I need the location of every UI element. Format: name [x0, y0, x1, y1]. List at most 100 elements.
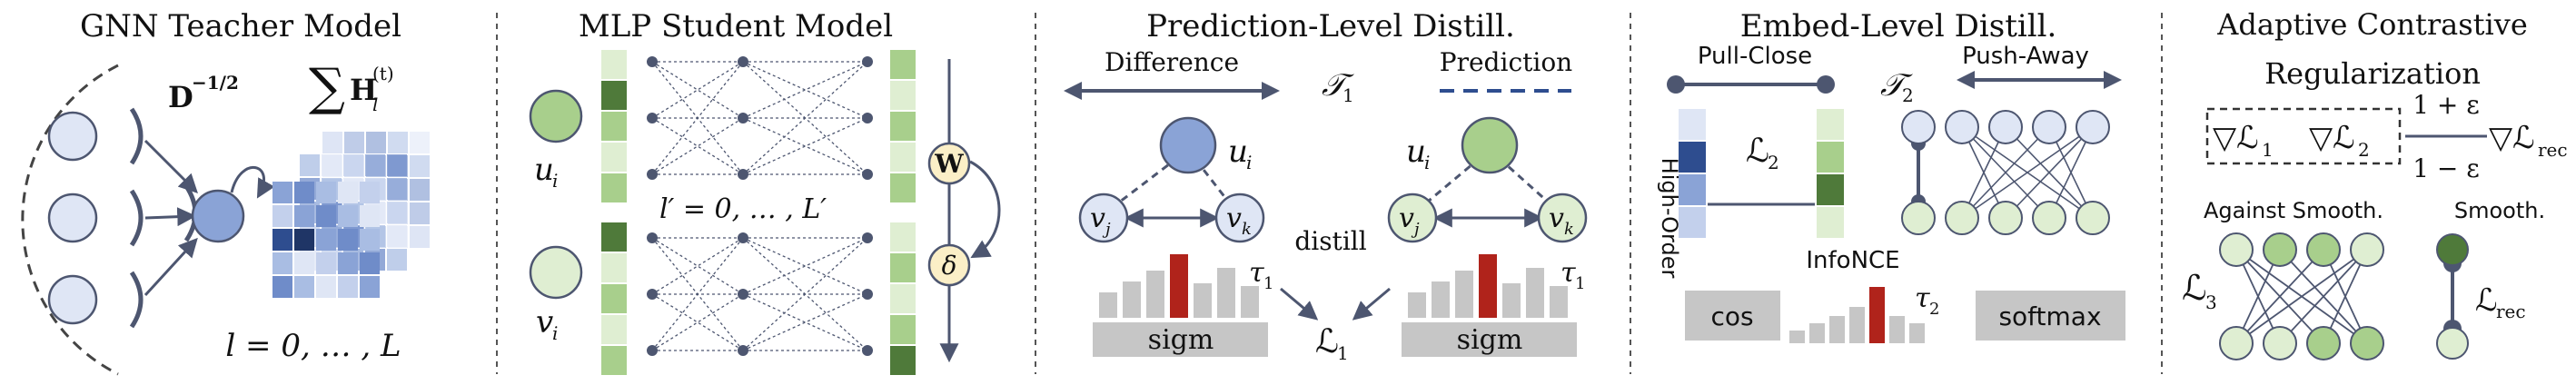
mlp-neuron: [862, 113, 873, 123]
anti-smooth-top-node: [2306, 232, 2341, 267]
mlp-title: MLP Student Model: [579, 8, 893, 44]
mlp-connection: [742, 293, 868, 351]
teacher-u-label: u: [1228, 133, 1248, 170]
infonce-bar: [1869, 287, 1885, 343]
matrix-cell: [322, 132, 342, 153]
mlp-connection: [742, 237, 868, 295]
mlp-connection: [742, 237, 868, 351]
output-vector-v-cell: [890, 346, 916, 375]
teacher-embed-cell: [1679, 174, 1706, 205]
mlp-feature-vectors: [601, 50, 916, 375]
output-vector-v-cell: [890, 253, 916, 282]
anti-smooth-edge: [2235, 249, 2324, 344]
student-node-vj: [1387, 192, 1438, 243]
lrec-sub: rec: [2496, 301, 2526, 322]
softmax-box: [1976, 291, 2125, 341]
mlp-connection: [742, 61, 868, 175]
embed-tau-small-sub: 2: [1929, 300, 1939, 319]
mlp-neuron: [647, 289, 658, 300]
lrec-symbol: ℒ: [2475, 282, 2498, 319]
embed-tau-small: τ: [1915, 282, 1930, 314]
teacher-node-u: [1159, 116, 1217, 174]
hidden-h-sup: (t): [372, 63, 394, 84]
prediction-bar: [1099, 292, 1117, 318]
matrix-cell: [338, 182, 358, 203]
distill-arrow-right: [1352, 287, 1391, 321]
delta-node: [927, 243, 971, 287]
panel-adaptive-regularization: Adaptive Contrastive Regularization ▽ℒ 1…: [2182, 7, 2568, 360]
hidden-h: H: [350, 73, 377, 107]
hidden-h-sub: l: [372, 94, 378, 115]
adaptive-title-2: Regularization: [2264, 56, 2481, 91]
student-u-label: u: [1406, 133, 1426, 170]
panel-prediction-distill: Prediction-Level Distill. Difference 𝒯 1…: [1064, 8, 1588, 364]
teacher-tau-small: τ: [1249, 257, 1264, 289]
mlp-connection: [651, 237, 744, 351]
grad-l2: ▽ℒ: [2309, 120, 2355, 156]
prediction-bar: [1502, 283, 1521, 318]
teacher-embed-cell: [1679, 207, 1706, 238]
embed-vectors: [1679, 109, 1844, 238]
matrix-cell: [410, 226, 430, 248]
output-vector-v-cell: [890, 284, 916, 313]
teacher-graph-node: [2076, 110, 2110, 144]
gradient-box: [2205, 107, 2402, 165]
gnn-layer-range: l = 0, … , L: [225, 328, 401, 364]
prediction-bar: [1194, 283, 1212, 318]
neighbor-node-1: [47, 111, 98, 162]
center-node: [191, 189, 245, 243]
prediction-bars: [1099, 254, 1568, 318]
prediction-bar: [1432, 281, 1450, 318]
tau2-sub: 2: [1902, 84, 1914, 106]
loss2-symbol: ℒ: [1746, 133, 1769, 170]
against-smooth-label: Against Smooth.: [2204, 198, 2383, 223]
node-u-label: u: [534, 152, 554, 188]
receptive-field-arc: [21, 64, 119, 376]
difference-label: Difference: [1105, 47, 1239, 77]
w-node: [927, 142, 971, 185]
mlp-neuron: [647, 232, 658, 243]
teacher-vk-label: v: [1226, 202, 1242, 234]
student-tau-small: τ: [1560, 257, 1576, 289]
teacher-embed-cell: [1679, 109, 1706, 140]
teacher-vk-sub: k: [1242, 220, 1252, 239]
delta-label: δ: [942, 251, 957, 281]
mlp-layer-range: l′ = 0, … , L′: [659, 193, 827, 225]
matrix-cell: [316, 182, 336, 203]
node-u-sub: i: [552, 170, 558, 192]
matrix-cell: [272, 229, 292, 251]
student-graph-node: [1945, 201, 1979, 235]
mlp-connection: [742, 237, 868, 295]
input-vector-v-cell: [601, 284, 627, 313]
message-arrows: [144, 139, 275, 297]
skip-arrow: [969, 160, 1001, 259]
student-vj-label: v: [1399, 202, 1414, 234]
grad-rec-sub: rec: [2538, 139, 2568, 161]
mlp-neuron: [647, 345, 658, 356]
student-sigm-box: [1402, 322, 1577, 357]
teacher-node-vj: [1078, 192, 1129, 243]
smooth-node-bottom: [2436, 327, 2469, 360]
smooth-label: Smooth.: [2454, 198, 2545, 223]
student-embed-cell: [1817, 109, 1844, 140]
mlp-neuron: [647, 56, 658, 67]
mlp-connection: [742, 117, 868, 175]
matrix-cell: [300, 154, 320, 176]
student-node-u: [1461, 116, 1519, 174]
mlp-neuron: [738, 169, 748, 180]
prediction-bar: [1217, 268, 1235, 318]
loss3-symbol: ℒ: [2182, 268, 2206, 308]
student-embed-cell: [1817, 207, 1844, 238]
matrix-cell: [410, 179, 430, 201]
lower-factor: 1 − ε: [2413, 153, 2480, 183]
cos-box: [1685, 291, 1780, 341]
softmax-label: softmax: [1998, 301, 2101, 331]
matrix-cell: [316, 252, 336, 274]
anti-smooth-top-node: [2219, 232, 2254, 267]
input-vector-u-cell: [601, 112, 627, 141]
matrix-cell: [365, 154, 385, 176]
matrix-cell: [410, 155, 430, 177]
matrix-cell: [410, 132, 430, 153]
anti-smooth-bottom-node: [2306, 326, 2341, 360]
neighbor-node-3: [47, 274, 98, 325]
